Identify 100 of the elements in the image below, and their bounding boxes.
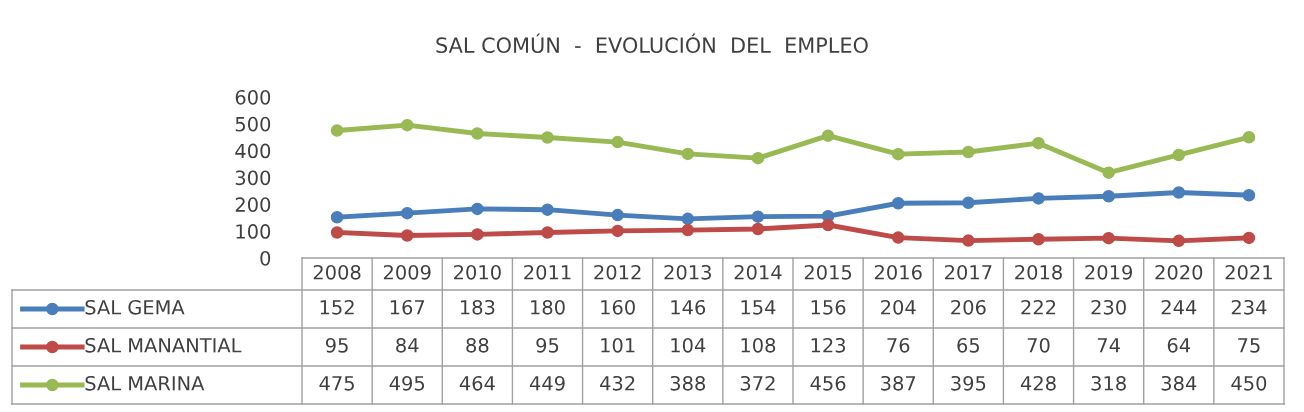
y-tick-label: 500 [235,116,271,132]
data-label: 387 [881,375,916,391]
data-label: 432 [600,375,635,391]
point [962,234,975,247]
data-label: 456 [810,375,846,391]
data-label: 95 [325,337,348,353]
y-tick-label: 200 [235,197,271,212]
data-label: 384 [1161,375,1197,391]
x-tick-label: 2018 [1015,264,1062,280]
point [751,151,765,165]
data-label: 206 [951,299,986,315]
data-label: 475 [319,376,354,391]
data-label: 65 [957,337,980,353]
data-label: 88 [466,337,489,353]
data-label: 64 [1167,337,1191,353]
point [330,124,344,137]
data-label: 74 [1097,338,1120,353]
data-label: 464 [459,375,495,391]
data-label: 154 [741,300,776,315]
point [962,145,975,159]
x-tick-label: 2014 [734,264,782,280]
x-tick-label: 2008 [313,264,361,280]
data-label: 76 [887,337,910,353]
data-label: 152 [320,299,354,315]
point [962,196,975,209]
point [1032,136,1045,150]
x-tick-label: 2020 [1155,264,1203,280]
x-tick-label: 2021 [1225,264,1272,280]
data-label: 428 [1020,375,1056,391]
point [1242,130,1256,144]
data-label: 395 [951,375,986,391]
x-tick-label: 2019 [1085,264,1133,280]
point [400,229,414,242]
point [541,226,554,239]
x-tick-label: 2010 [454,264,501,280]
legend-label: SAL MANANTIAL [85,337,242,353]
data-label: 450 [1231,375,1267,391]
point [751,222,765,236]
data-label: 123 [811,337,846,353]
point [471,127,484,140]
point [330,210,344,224]
point [471,228,484,241]
data-label: 70 [1027,337,1050,353]
point [681,223,695,237]
x-tick-label: 2015 [804,264,852,280]
point [751,210,765,223]
data-label: 160 [601,299,635,315]
point [1172,234,1186,248]
point [891,147,905,161]
data-label: 84 [396,337,419,353]
point [541,203,554,216]
data-label: 146 [671,299,706,315]
legend-label: SAL GEMA [85,299,185,315]
x-tick-label: 2009 [383,264,431,280]
point [891,231,905,244]
data-label: 495 [389,375,425,391]
data-label: 449 [529,375,565,391]
data-label: 230 [1091,299,1126,315]
point [1032,192,1045,205]
data-label: 372 [740,375,775,391]
point [891,197,905,210]
point [471,202,484,216]
point [400,206,414,220]
point [611,135,624,149]
data-label: 95 [536,337,559,353]
data-label: 204 [881,299,916,315]
point [1102,190,1115,203]
y-tick-label: 600 [235,89,271,105]
x-tick-label: 2011 [524,264,571,280]
point [1242,231,1256,245]
x-tick-label: 2017 [945,264,992,280]
y-tick-label: 0 [260,250,271,266]
y-tick-label: 300 [235,170,271,186]
point [541,131,554,144]
x-tick-label: 2013 [664,264,711,280]
data-label: 167 [390,299,425,315]
data-label: 222 [1021,299,1056,315]
legend-label: SAL MARINA [85,375,205,391]
point [1102,231,1115,245]
point [611,208,624,222]
data-label: 104 [671,337,706,353]
point [681,212,695,226]
data-label: 244 [1161,299,1197,315]
point [611,224,624,238]
y-tick-label: 100 [236,224,271,239]
point [1032,232,1045,246]
data-label: 180 [531,299,565,315]
data-label: 108 [741,337,776,353]
data-label: 101 [601,337,635,353]
point [681,147,695,161]
data-label: 75 [1238,338,1260,353]
point [821,218,835,232]
point [400,118,414,132]
data-label: 234 [1231,299,1267,315]
data-label: 183 [460,299,495,315]
point [330,226,344,239]
point [1102,166,1115,179]
x-tick-label: 2016 [874,264,922,280]
point [1172,148,1186,162]
point [1172,186,1186,199]
